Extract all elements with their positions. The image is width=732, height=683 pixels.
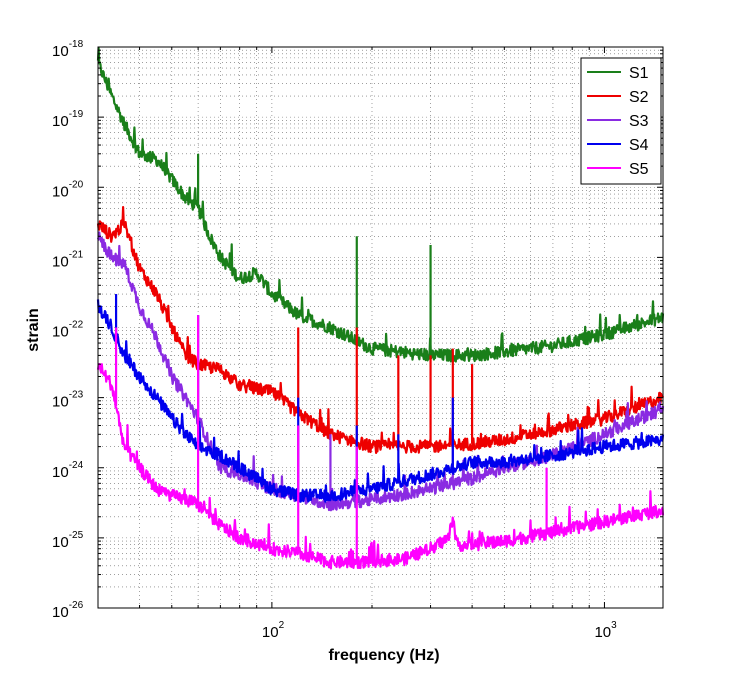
series-layer bbox=[96, 47, 665, 570]
x-tick-label: 103 bbox=[594, 620, 617, 641]
series-line-S2 bbox=[96, 206, 665, 454]
legend-label-S4: S4 bbox=[629, 137, 649, 154]
y-tick-label: 10-21 bbox=[52, 249, 84, 270]
legend-label-S1: S1 bbox=[629, 65, 649, 82]
series-line-S5 bbox=[96, 363, 665, 570]
series-S1 bbox=[96, 47, 665, 363]
y-axis-title: strain bbox=[25, 308, 42, 352]
legend-label-S2: S2 bbox=[629, 89, 649, 106]
y-tick-label: 10-19 bbox=[52, 109, 84, 130]
series-line-S3 bbox=[96, 231, 665, 512]
y-tick-label: 10-18 bbox=[52, 39, 84, 60]
series-S5 bbox=[96, 315, 665, 570]
x-axis-title: frequency (Hz) bbox=[328, 647, 439, 664]
legend-label-S5: S5 bbox=[629, 161, 649, 178]
series-line-S4 bbox=[96, 299, 665, 503]
ticks bbox=[97, 47, 663, 609]
x-tick-label: 102 bbox=[262, 620, 285, 641]
tick-labels: 102 103 10-18 10-19 10-20 10-21 10-22 10-23 10-2… bbox=[52, 39, 617, 641]
y-tick-label: 10-23 bbox=[52, 390, 84, 411]
y-tick-label: 10-26 bbox=[52, 600, 84, 621]
series-line-S1 bbox=[96, 47, 665, 363]
y-tick-label: 10-25 bbox=[52, 530, 84, 551]
legend-label-S3: S3 bbox=[629, 113, 649, 130]
y-tick-label: 10-24 bbox=[52, 460, 84, 481]
y-tick-label: 10-22 bbox=[52, 320, 84, 341]
legend: S1 S2 S3 S4 S5 bbox=[580, 57, 662, 185]
y-tick-label: 10-20 bbox=[52, 179, 84, 200]
